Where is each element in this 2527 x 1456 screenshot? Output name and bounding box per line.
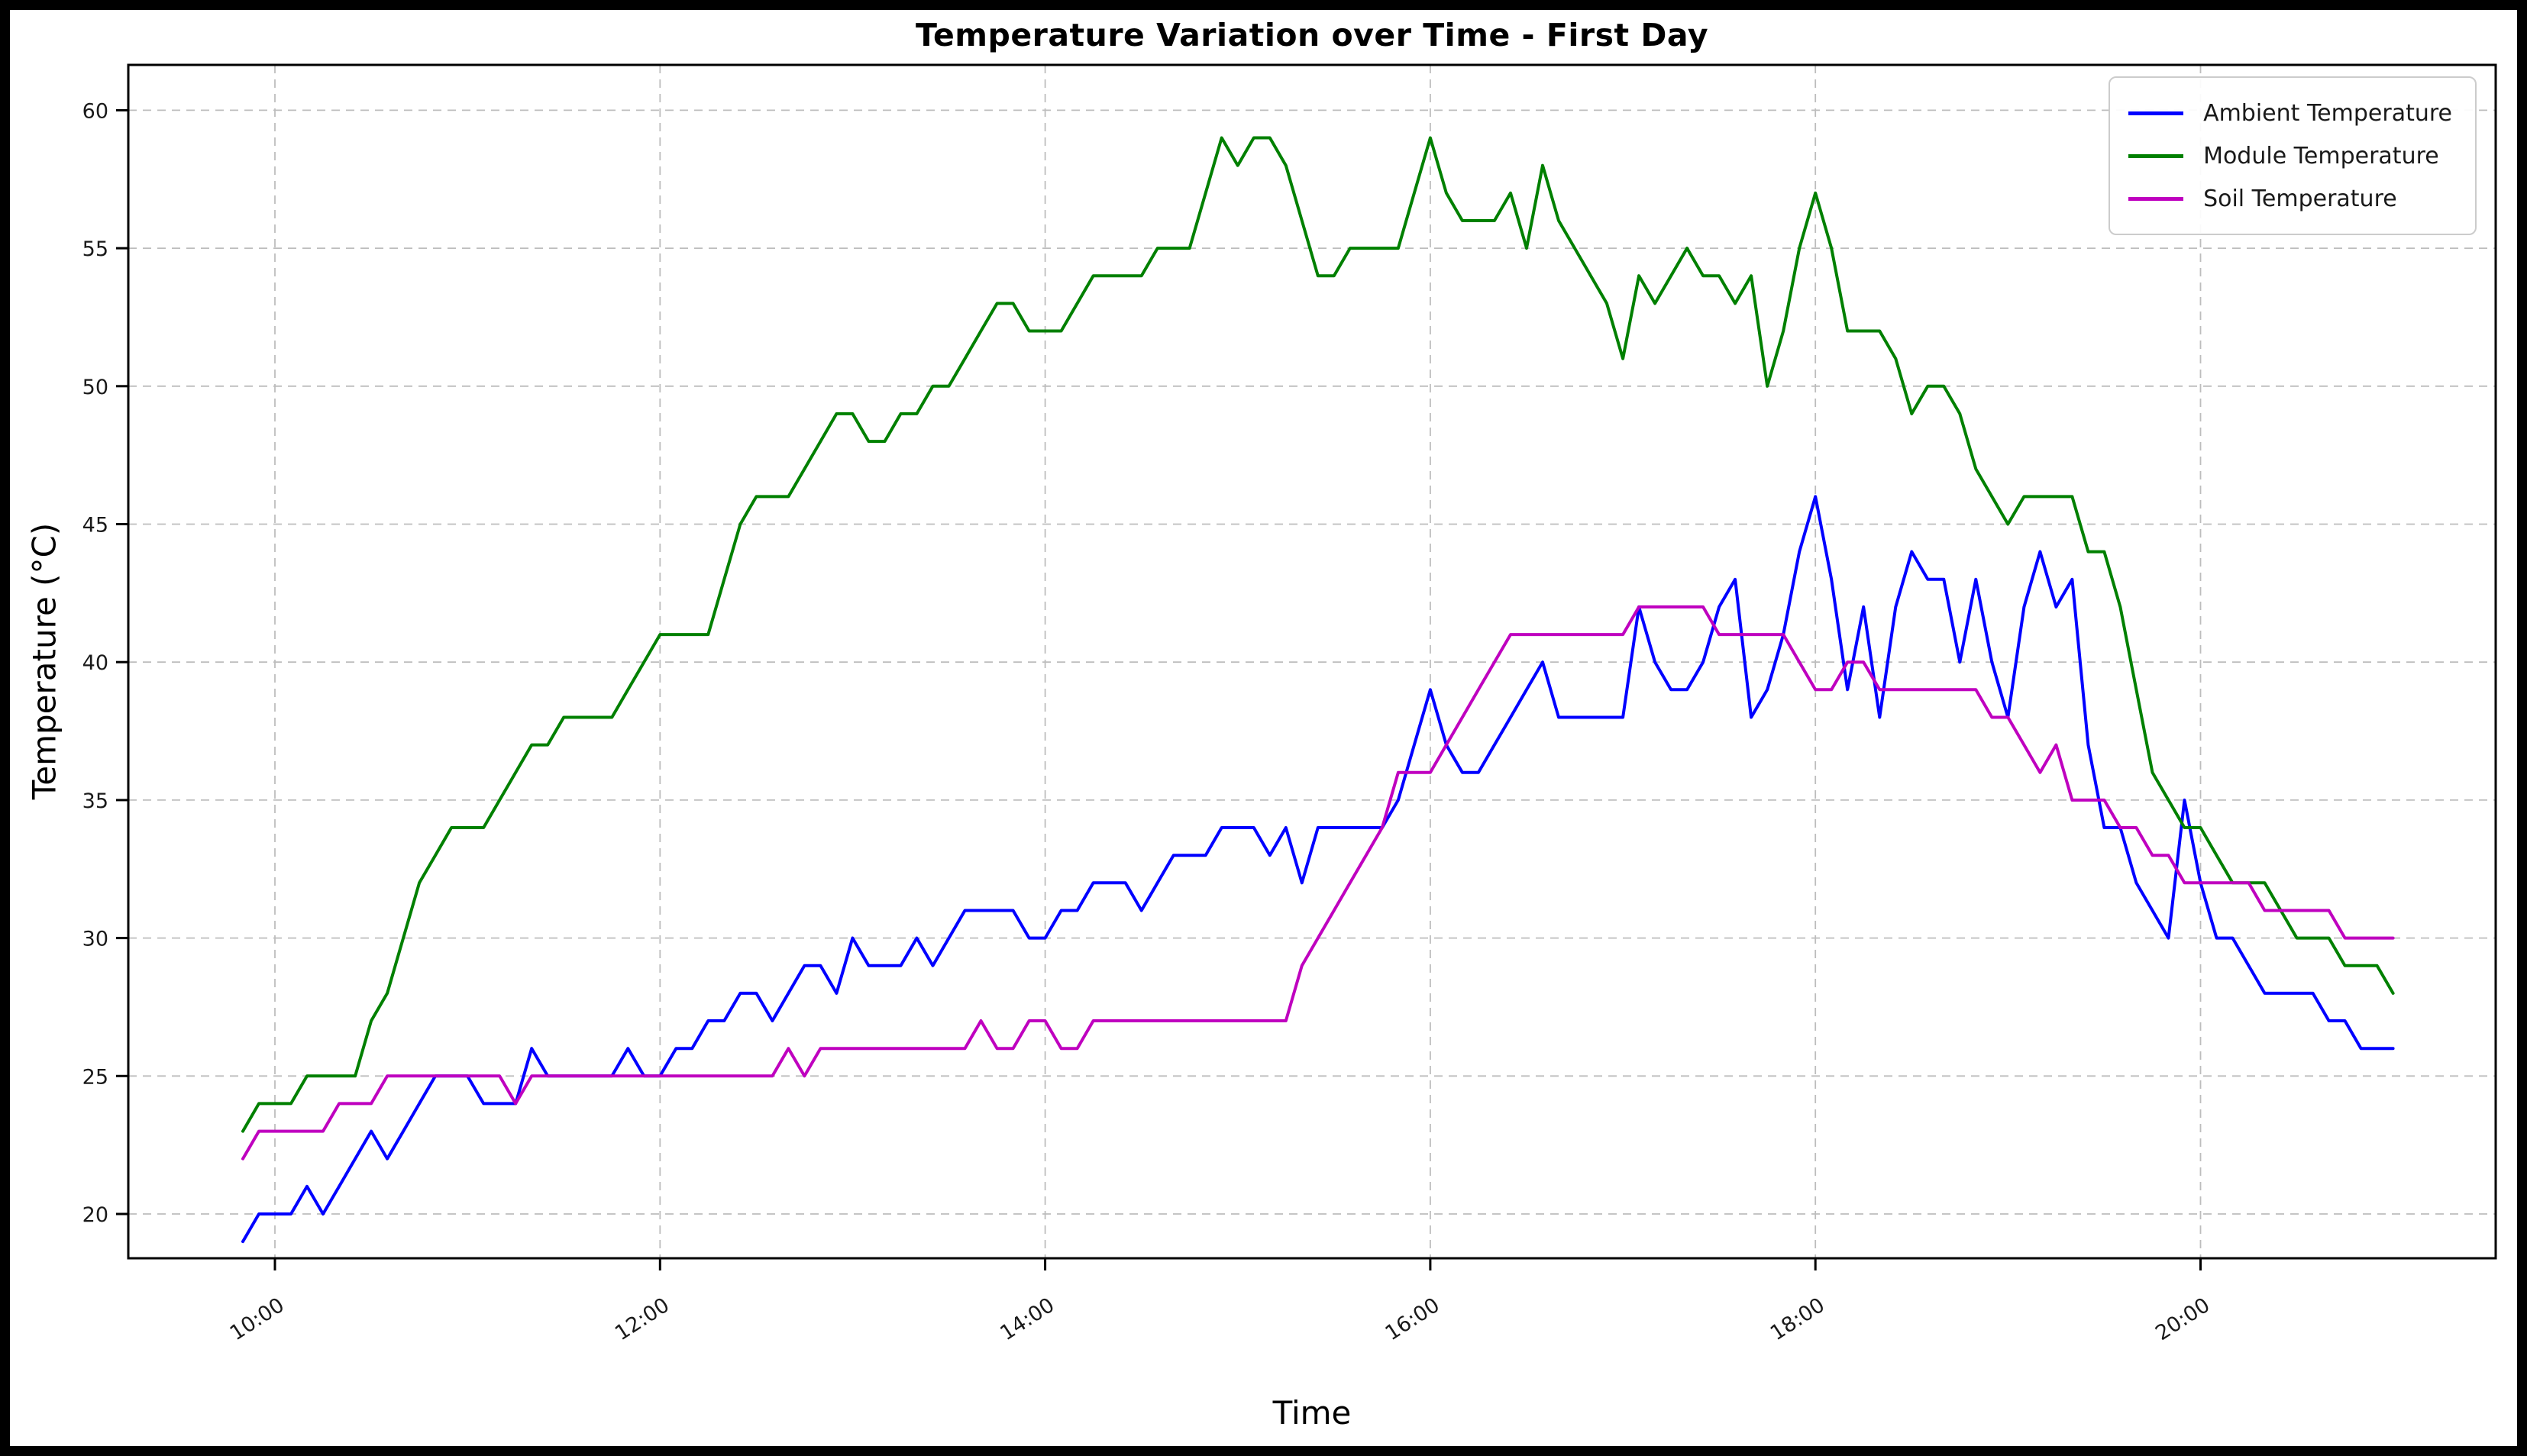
x-axis-label: Time: [1272, 1394, 1352, 1432]
y-tick-label: 35: [82, 789, 108, 813]
legend-item: Module Temperature: [2128, 134, 2452, 177]
soil-temperature-line: [241, 605, 2395, 1161]
y-tick-label: 30: [82, 928, 108, 951]
y-tick-label: 60: [82, 99, 108, 123]
legend-swatch-icon: [2128, 196, 2184, 201]
legend-label: Soil Temperature: [2203, 185, 2397, 212]
y-tick-label: 55: [82, 237, 108, 261]
y-tick-label: 20: [82, 1203, 108, 1227]
y-tick-label: 40: [82, 651, 108, 675]
y-tick-label: 50: [82, 376, 108, 399]
y-tick-label: 25: [82, 1065, 108, 1089]
legend-swatch-icon: [2128, 111, 2184, 115]
legend-label: Ambient Temperature: [2203, 99, 2452, 127]
legend-swatch-icon: [2128, 153, 2184, 158]
legend-item: Ambient Temperature: [2128, 92, 2452, 134]
legend-item: Soil Temperature: [2128, 177, 2452, 220]
legend-label: Module Temperature: [2203, 142, 2439, 169]
y-tick-label: 45: [82, 514, 108, 538]
legend: Ambient Temperature Module Temperature Soi…: [2109, 76, 2477, 235]
chart-title: Temperature Variation over Time - First …: [915, 17, 1709, 53]
module-temperature-line: [241, 136, 2395, 1133]
